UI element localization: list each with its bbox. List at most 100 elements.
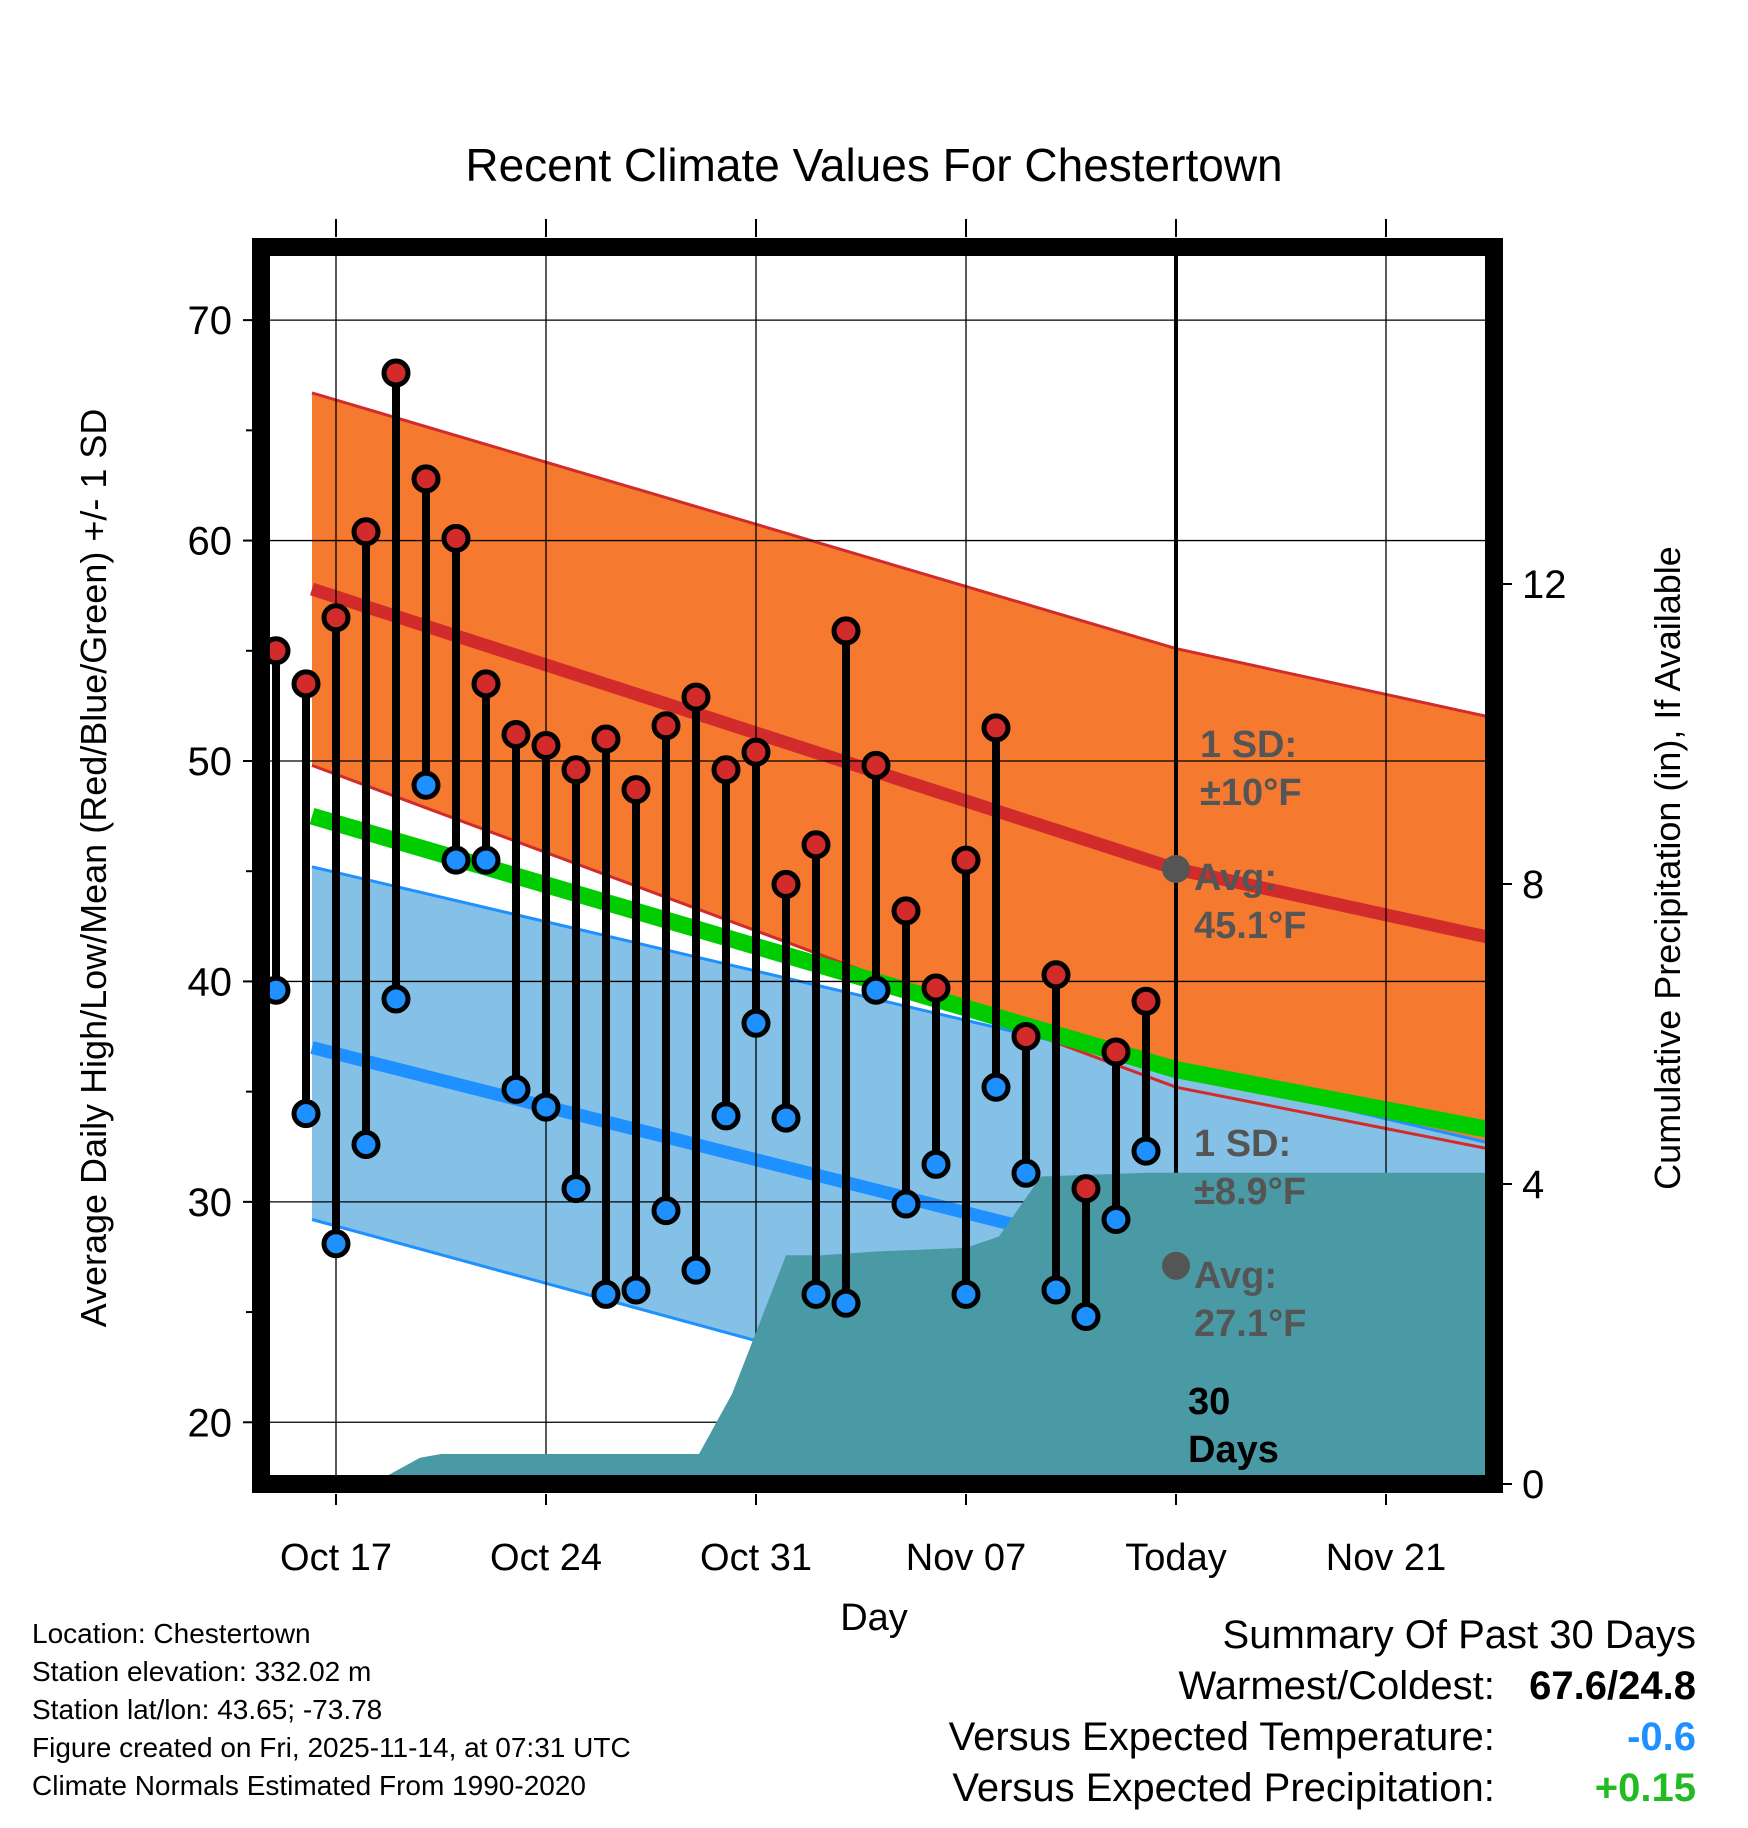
- station-info: Location: Chestertown Station elevation:…: [32, 1615, 631, 1805]
- high-temp-point: [981, 713, 1011, 743]
- created-text: Figure created on Fri, 2025-11-14, at 07…: [32, 1732, 631, 1763]
- low-temp-point: [861, 975, 891, 1005]
- high-temp-point: [741, 737, 771, 767]
- x-tick-label: Nov 07: [906, 1537, 1026, 1579]
- period-annotation-line: Days: [1188, 1429, 1279, 1471]
- high-temp-point: [1101, 1037, 1131, 1067]
- y2-tick-label: 8: [1522, 863, 1544, 907]
- high-temp-point: [681, 682, 711, 712]
- x-tick-label: Today: [1125, 1537, 1226, 1579]
- high-temp-point: [351, 517, 381, 547]
- high-temp-point: [1011, 1022, 1041, 1052]
- low-temp-point: [891, 1189, 921, 1219]
- low-temp-point: [771, 1103, 801, 1133]
- low-temp-point: [1101, 1204, 1131, 1234]
- high-sd-annotation-line: ±10°F: [1200, 772, 1302, 814]
- high-avg-annotation-line: 45.1°F: [1194, 905, 1306, 947]
- summary-title: Summary Of Past 30 Days: [1222, 1613, 1696, 1657]
- summary-panel: Summary Of Past 30 Days Warmest/Coldest:…: [949, 1610, 1696, 1814]
- high-temp-point: [561, 755, 591, 785]
- summary-temp: Versus Expected Temperature: -0.6: [949, 1712, 1696, 1763]
- high-sd-annotation-line: 1 SD:: [1200, 724, 1297, 766]
- high-temp-point: [801, 830, 831, 860]
- high-temp-point: [321, 603, 351, 633]
- temp-label: Versus Expected Temperature:: [948, 1715, 1495, 1759]
- low-temp-point: [321, 1229, 351, 1259]
- warm-cold-value: 67.6/24.8: [1529, 1664, 1696, 1708]
- high-temp-point: [1071, 1174, 1101, 1204]
- low-temp-point: [501, 1074, 531, 1104]
- precip-label: Versus Expected Precipitation:: [952, 1766, 1495, 1810]
- low-temp-point: [1131, 1136, 1161, 1166]
- precip-area: [276, 1172, 1488, 1484]
- y-tick-label: 50: [188, 740, 233, 784]
- y-tick-label: 70: [188, 299, 233, 343]
- precip-value: +0.15: [1594, 1766, 1696, 1810]
- low-temp-point: [741, 1008, 771, 1038]
- y-tick-label: 40: [188, 960, 233, 1004]
- high-temp-point: [621, 775, 651, 805]
- low-temp-point: [441, 845, 471, 875]
- location-text: Location: Chestertown: [32, 1618, 311, 1649]
- high-temp-point: [861, 750, 891, 780]
- low-temp-point: [981, 1072, 1011, 1102]
- today-high-avg-marker: [1162, 855, 1190, 883]
- low-temp-point: [1041, 1275, 1071, 1305]
- low-avg-annotation-line: 27.1°F: [1194, 1303, 1306, 1345]
- high-temp-point: [1131, 986, 1161, 1016]
- low-sd-annotation-line: ±8.9°F: [1194, 1171, 1306, 1213]
- temp-value: -0.6: [1627, 1715, 1696, 1759]
- chart-title: Recent Climate Values For Chestertown: [465, 139, 1282, 191]
- today-low-avg-marker: [1162, 1251, 1190, 1280]
- high-temp-point: [711, 755, 741, 785]
- x-tick-label: Oct 24: [490, 1537, 602, 1579]
- latlon-text: Station lat/lon: 43.65; -73.78: [32, 1694, 383, 1725]
- high-avg-annotation-line: Avg:: [1194, 857, 1277, 899]
- x-tick-label: Nov 21: [1326, 1537, 1446, 1579]
- low-temp-point: [801, 1279, 831, 1309]
- low-temp-point: [531, 1092, 561, 1122]
- low-temp-point: [591, 1279, 621, 1309]
- x-axis-label: Day: [840, 1597, 908, 1639]
- high-temp-point: [591, 724, 621, 754]
- x-tick-label: Oct 17: [280, 1537, 392, 1579]
- high-temp-point: [1041, 960, 1071, 990]
- high-temp-point: [441, 523, 471, 553]
- low-temp-point: [681, 1255, 711, 1285]
- low-temp-point: [951, 1279, 981, 1309]
- x-tick-label: Oct 31: [700, 1537, 812, 1579]
- low-temp-point: [711, 1101, 741, 1131]
- elevation-text: Station elevation: 332.02 m: [32, 1656, 372, 1687]
- high-temp-point: [771, 869, 801, 899]
- y-tick-label: 60: [188, 520, 233, 564]
- low-temp-point: [621, 1275, 651, 1305]
- low-temp-point: [561, 1174, 591, 1204]
- low-temp-point: [1071, 1301, 1101, 1331]
- plot-frame: [252, 238, 1503, 1493]
- high-temp-point: [531, 731, 561, 761]
- high-normal-band: [312, 392, 1488, 1149]
- high-temp-point: [381, 358, 411, 388]
- warm-cold-label: Warmest/Coldest:: [1178, 1664, 1495, 1708]
- y-axis-label: Average Daily High/Low/Mean (Red/Blue/Gr…: [73, 409, 114, 1328]
- y2-tick-label: 12: [1522, 563, 1567, 607]
- period-annotation-line: 30: [1188, 1381, 1230, 1423]
- low-temp-point: [291, 1099, 321, 1129]
- high-temp-point: [891, 896, 921, 926]
- high-temp-point: [831, 616, 861, 646]
- normals-text: Climate Normals Estimated From 1990-2020: [32, 1770, 586, 1801]
- low-temp-point: [831, 1288, 861, 1318]
- high-temp-point: [411, 464, 441, 494]
- y2-tick-label: 4: [1522, 1163, 1544, 1207]
- low-temp-point: [381, 984, 411, 1014]
- low-sd-annotation-line: 1 SD:: [1194, 1123, 1291, 1165]
- y2-axis-label: Cumulative Precipitation (in), If Availa…: [1647, 546, 1688, 1190]
- high-temp-point: [921, 973, 951, 1003]
- low-avg-annotation-line: Avg:: [1194, 1255, 1277, 1297]
- low-temp-point: [471, 845, 501, 875]
- high-temp-point: [651, 711, 681, 741]
- high-temp-point: [471, 669, 501, 699]
- low-temp-point: [921, 1149, 951, 1179]
- y-tick-label: 20: [188, 1401, 233, 1445]
